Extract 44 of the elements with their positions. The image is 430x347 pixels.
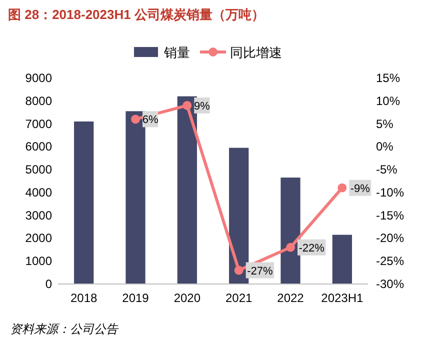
x-tick-label: 2023H1 xyxy=(321,291,364,305)
point xyxy=(234,266,244,275)
y2-tick-label: -10% xyxy=(376,185,404,200)
legend-label: 同比增速 xyxy=(230,45,282,60)
data-label: -22% xyxy=(298,242,325,254)
y-tick-label: 4000 xyxy=(25,185,52,200)
data-label: -9% xyxy=(350,182,370,195)
data-label: 9% xyxy=(194,100,210,112)
point xyxy=(131,114,140,124)
y2-tick-label: -15% xyxy=(376,208,404,222)
chart-title: 图 28：2018-2023H1 公司煤炭销量（万吨） xyxy=(8,7,264,22)
bar xyxy=(229,148,249,284)
y-tick-label: 9000 xyxy=(25,71,52,85)
bar xyxy=(280,178,300,284)
y2-tick-label: -30% xyxy=(376,277,404,291)
x-tick-label: 2021 xyxy=(225,291,253,305)
y2-tick-label: -5% xyxy=(376,162,398,177)
point xyxy=(338,183,347,192)
bar xyxy=(74,121,94,284)
y2-tick-label: 5% xyxy=(376,116,394,131)
y-tick-label: 2000 xyxy=(25,231,52,246)
data-label: -27% xyxy=(247,265,273,278)
y-tick-label: 3000 xyxy=(25,208,52,222)
x-tick-label: 2018 xyxy=(70,291,98,305)
y2-tick-label: -25% xyxy=(376,254,404,268)
data-label: 6% xyxy=(142,114,158,126)
y-tick-label: 5000 xyxy=(25,162,52,177)
y2-tick-label: 10% xyxy=(376,94,400,108)
y2-tick-label: 15% xyxy=(376,71,400,85)
y2-tick-label: 0% xyxy=(376,140,394,154)
legend-label: 销量 xyxy=(163,45,190,60)
x-tick-label: 2020 xyxy=(174,291,201,305)
point xyxy=(182,100,192,110)
y-tick-label: 6000 xyxy=(25,140,52,154)
x-tick-label: 2019 xyxy=(122,291,150,305)
y-tick-label: 1000 xyxy=(25,254,52,268)
point xyxy=(286,242,295,252)
bar xyxy=(332,234,352,284)
y-tick-label: 7000 xyxy=(25,116,52,131)
y2-tick-label: -20% xyxy=(376,231,404,246)
y-tick-label: 8000 xyxy=(25,94,52,108)
y-tick-label: 0 xyxy=(45,277,52,291)
text: 资料来源：公司公告 xyxy=(10,322,119,336)
x-tick-label: 2022 xyxy=(277,291,304,305)
